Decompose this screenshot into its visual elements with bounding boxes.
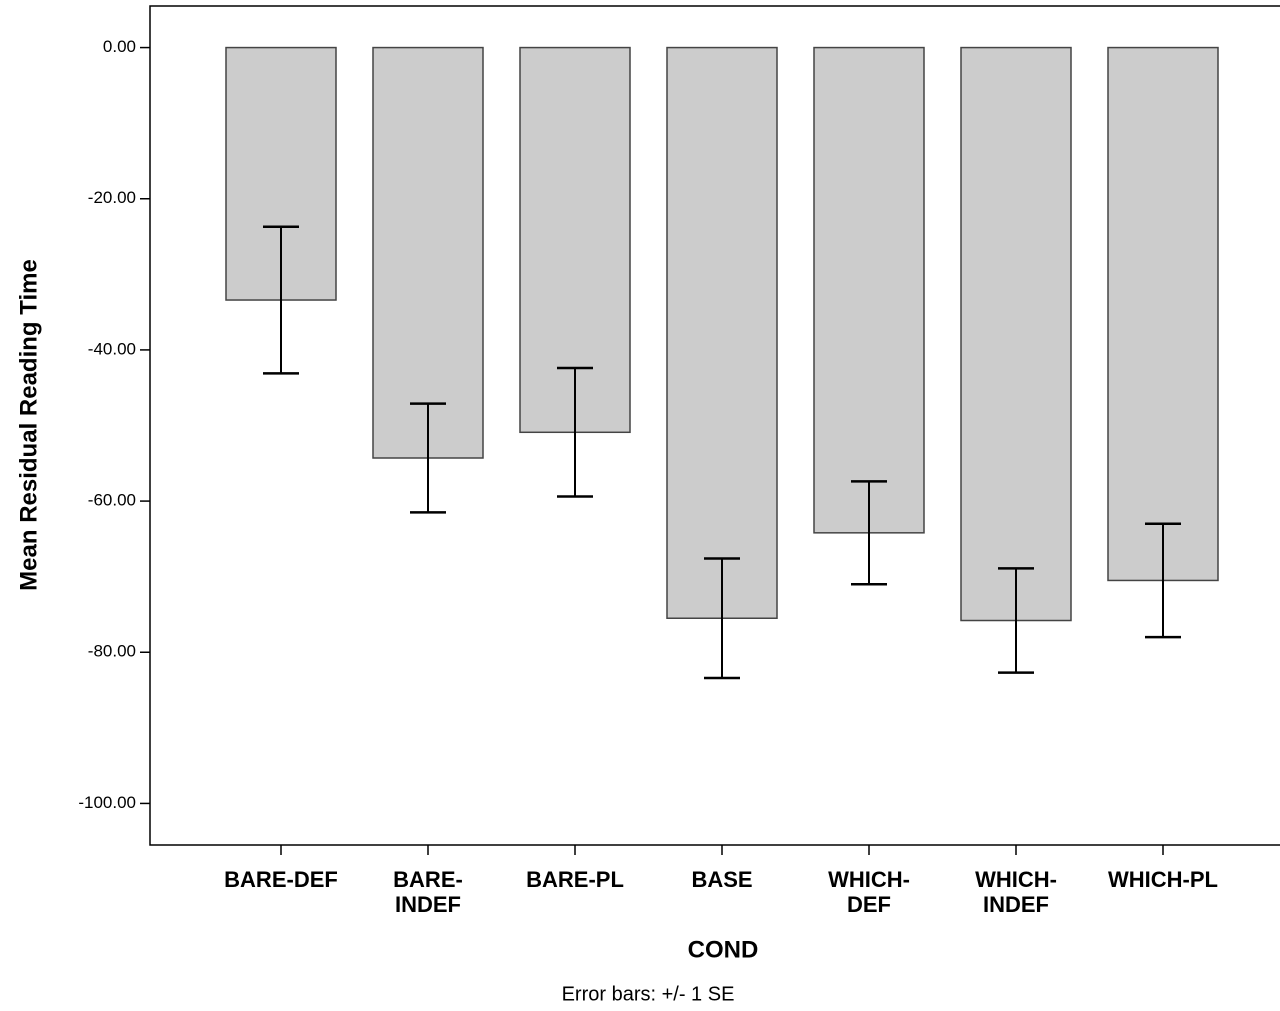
x-tick-label: BARE-INDEF xyxy=(393,867,463,917)
bar xyxy=(813,46,925,534)
x-tick-label: BASE xyxy=(691,867,752,892)
x-axis-title: COND xyxy=(688,936,759,963)
plot-area xyxy=(149,5,1280,846)
y-tick-label: -20.00 xyxy=(88,188,136,207)
bar xyxy=(1107,46,1219,582)
bar xyxy=(960,46,1072,622)
y-axis-title: Mean Residual Reading Time xyxy=(15,259,42,591)
x-tick-label: WHICH-INDEF xyxy=(975,867,1057,917)
y-tick-label: 0.00 xyxy=(103,37,136,56)
bar xyxy=(372,46,484,459)
y-tick-label: -100.00 xyxy=(78,793,136,812)
x-tick-label: WHICH-PL xyxy=(1108,867,1218,892)
y-tick-label: -60.00 xyxy=(88,491,136,510)
y-tick-label: -40.00 xyxy=(88,339,136,358)
x-tick-label: BARE-DEF xyxy=(224,867,338,892)
x-tick-label: WHICH-DEF xyxy=(828,867,910,917)
x-tick-label: BARE-PL xyxy=(526,867,624,892)
footnote: Error bars: +/- 1 SE xyxy=(562,983,735,1005)
bar xyxy=(666,46,778,619)
y-tick-label: -80.00 xyxy=(88,642,136,661)
